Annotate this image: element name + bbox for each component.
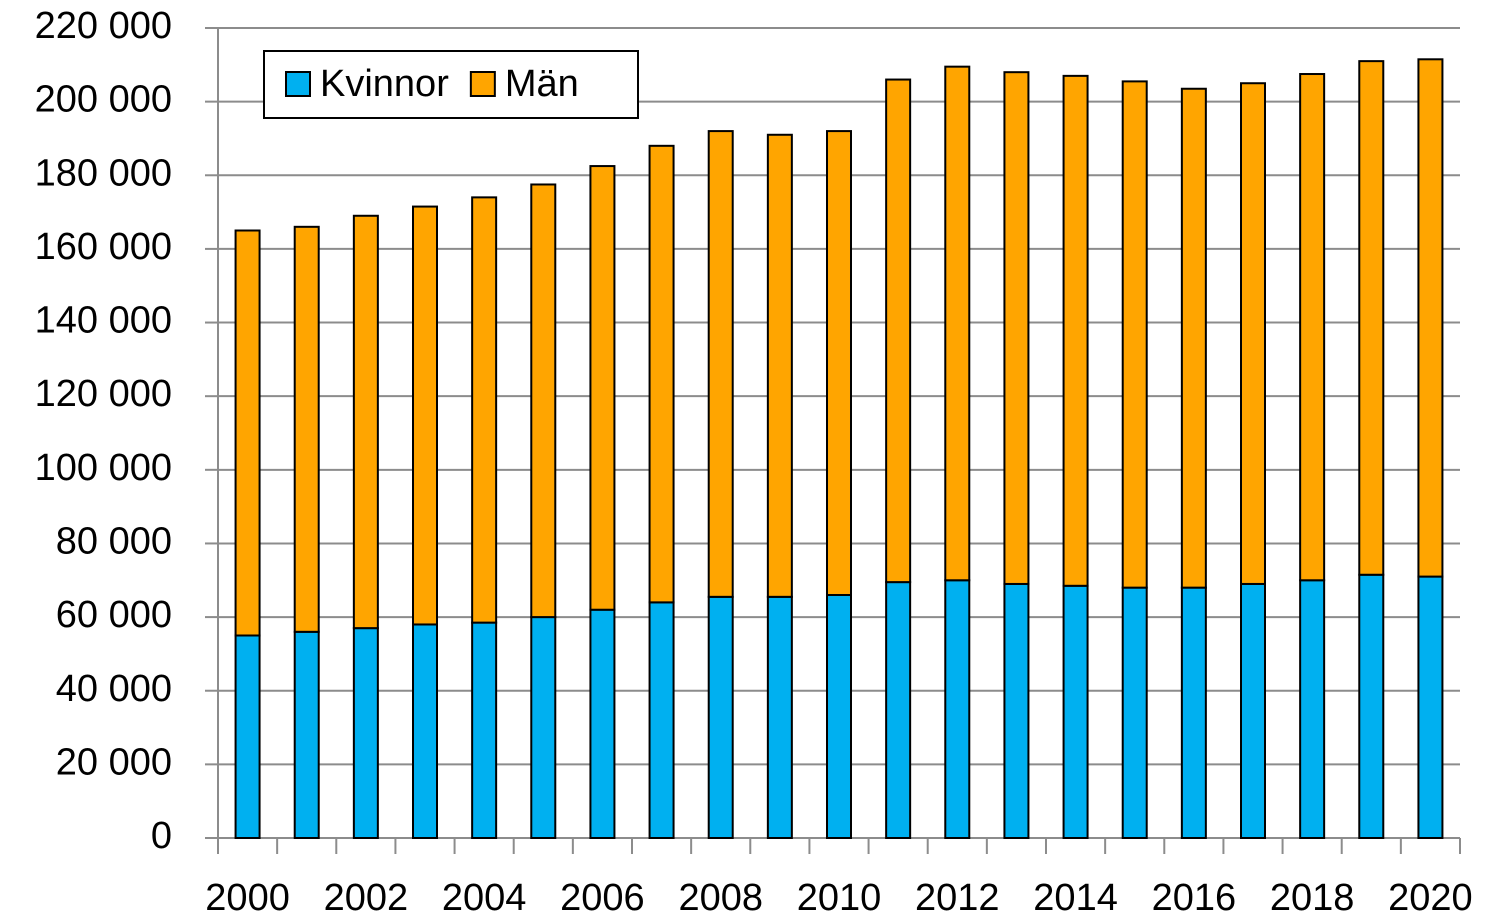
bar-segment xyxy=(944,579,971,839)
bar-segment xyxy=(1003,582,1030,839)
bar-segment xyxy=(885,78,912,584)
bar-segment xyxy=(530,183,557,619)
x-tick-label: 2000 xyxy=(205,877,290,919)
x-tick-label: 2006 xyxy=(560,877,645,919)
y-tick-label: 0 xyxy=(151,815,172,857)
legend-swatch xyxy=(469,71,496,97)
y-tick-label: 140 000 xyxy=(35,300,172,342)
bar-segment xyxy=(766,133,793,598)
bar-segment xyxy=(826,594,852,839)
bar-segment xyxy=(1417,58,1444,578)
bar-segment xyxy=(648,144,675,604)
x-tick-label: 2020 xyxy=(1388,877,1473,919)
y-tick-label: 100 000 xyxy=(35,447,172,489)
bar-segment xyxy=(648,601,675,840)
bar-segment xyxy=(1003,71,1030,585)
bar-segment xyxy=(293,630,320,839)
bar-segment xyxy=(1240,82,1266,585)
bar-segment xyxy=(234,229,261,637)
bar-segment xyxy=(707,595,734,839)
x-tick-label: 2016 xyxy=(1152,877,1237,919)
y-tick-label: 160 000 xyxy=(35,226,172,268)
y-tick-label: 120 000 xyxy=(35,373,172,415)
legend: Kvinnor Män xyxy=(263,50,639,119)
bar-segment xyxy=(885,581,912,840)
bar-segment xyxy=(589,608,616,840)
y-tick-label: 40 000 xyxy=(56,668,172,710)
x-tick-label: 2014 xyxy=(1033,877,1118,919)
bar-segment xyxy=(944,65,971,582)
legend-label: Män xyxy=(505,63,579,105)
y-tick-label: 80 000 xyxy=(56,520,172,562)
bar-segment xyxy=(766,595,793,839)
x-tick-label: 2004 xyxy=(442,877,527,919)
bar-segment xyxy=(471,621,498,840)
y-tick-label: 60 000 xyxy=(56,594,172,636)
bar-segment xyxy=(1240,582,1266,839)
x-tick-label: 2002 xyxy=(324,877,409,919)
x-tick-label: 2018 xyxy=(1270,877,1355,919)
bar-segment xyxy=(1062,74,1089,587)
bar-segment xyxy=(352,214,379,630)
bar-segment xyxy=(589,165,616,611)
x-tick-label: 2010 xyxy=(797,877,882,919)
bar-segment xyxy=(1121,586,1148,839)
x-tick-label: 2012 xyxy=(915,877,1000,919)
bar-segment xyxy=(471,196,498,624)
bar-segment xyxy=(1358,573,1385,839)
bar-segment xyxy=(1180,87,1207,589)
bar-segment xyxy=(1180,586,1207,839)
y-tick-label: 200 000 xyxy=(35,79,172,121)
bar-segment xyxy=(707,130,734,598)
bar-segment xyxy=(530,616,557,839)
y-tick-label: 220 000 xyxy=(35,5,172,47)
legend-swatch xyxy=(285,71,311,97)
y-tick-label: 20 000 xyxy=(56,741,172,783)
legend-box xyxy=(263,50,639,119)
bar-segment xyxy=(412,205,438,626)
bar-segment xyxy=(1358,60,1385,576)
legend-label: Kvinnor xyxy=(320,63,449,105)
bar-segment xyxy=(1417,575,1444,839)
x-tick-label: 2008 xyxy=(678,877,763,919)
bar-segment xyxy=(1299,579,1326,839)
bar-segment xyxy=(1121,80,1148,589)
y-tick-label: 180 000 xyxy=(35,152,172,194)
bar-segment xyxy=(293,225,320,633)
bar-segment xyxy=(826,130,852,596)
bar-segment xyxy=(234,634,261,839)
bar-segment xyxy=(1062,584,1089,840)
bar-segment xyxy=(412,623,438,839)
bar-segment xyxy=(352,627,379,839)
bar-segment xyxy=(1299,73,1326,582)
